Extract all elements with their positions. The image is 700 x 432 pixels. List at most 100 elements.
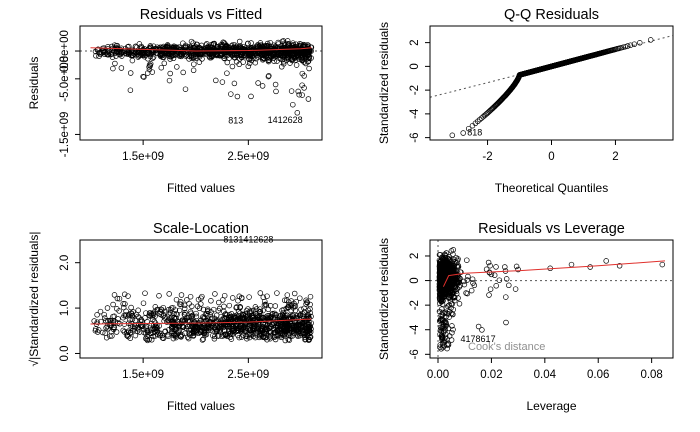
data-point (111, 292, 118, 298)
data-point (647, 37, 654, 43)
data-point (246, 334, 253, 341)
data-point (197, 318, 203, 324)
panel-title: Scale-Location (153, 221, 249, 237)
data-point (306, 337, 312, 343)
data-point (217, 323, 223, 329)
data-point (146, 64, 152, 70)
data-point (121, 291, 128, 298)
data-point (226, 302, 233, 309)
data-point (156, 293, 162, 299)
data-point (144, 50, 151, 56)
data-point (253, 306, 260, 312)
data-point (144, 70, 151, 76)
data-point (151, 326, 157, 333)
y-tick-label: -5.0e+08 (59, 56, 71, 102)
data-point (453, 288, 460, 294)
data-point (197, 329, 204, 336)
data-point (257, 40, 264, 46)
data-point (283, 322, 289, 329)
data-point (265, 46, 271, 52)
data-point (452, 297, 458, 304)
outlier-label: 1412628 (268, 115, 303, 125)
outlier-label: 818 (467, 127, 482, 137)
data-point (437, 344, 443, 350)
data-point (166, 77, 173, 84)
data-point (115, 320, 121, 326)
panel-frame (429, 239, 674, 359)
data-point (97, 308, 104, 315)
data-point (252, 59, 259, 66)
smoother-line (90, 318, 312, 325)
y-tick-label: -6 (409, 349, 421, 359)
data-point (100, 49, 107, 55)
data-point (503, 294, 509, 300)
y-tick-label: 2.0 (59, 255, 71, 271)
data-point (154, 306, 161, 313)
data-point (200, 306, 207, 313)
data-point (184, 297, 190, 303)
data-point (279, 307, 285, 314)
data-point (307, 293, 314, 300)
data-point (487, 262, 493, 269)
data-point (102, 315, 108, 321)
data-point (222, 311, 228, 318)
data-point (299, 92, 305, 98)
data-point (171, 310, 177, 317)
data-point (165, 311, 172, 317)
x-tick-label: 0.08 (640, 369, 662, 381)
panel-frame (79, 25, 323, 141)
data-point (220, 332, 227, 339)
data-point (150, 325, 156, 332)
data-point (291, 303, 298, 309)
data-point (252, 326, 258, 332)
data-point (439, 336, 445, 343)
data-point (290, 101, 296, 108)
data-point (448, 248, 455, 254)
data-point (121, 329, 128, 335)
data-point (275, 327, 281, 333)
data-point (503, 276, 510, 282)
data-point (193, 328, 200, 334)
data-point (448, 268, 454, 274)
data-point (113, 48, 120, 55)
data-point (238, 334, 245, 340)
data-point (189, 314, 195, 320)
data-point (306, 53, 313, 60)
data-point (190, 67, 197, 74)
data-point (264, 43, 270, 50)
y-tick-label: 2 (409, 253, 421, 259)
data-point (627, 42, 634, 48)
data-point (190, 321, 196, 327)
data-point (515, 266, 521, 273)
data-point (299, 322, 306, 328)
data-point (475, 323, 482, 330)
data-point (146, 51, 152, 57)
data-point (230, 331, 236, 337)
data-point (441, 259, 448, 265)
data-point (166, 53, 172, 59)
data-point (307, 301, 313, 308)
data-point (209, 315, 216, 321)
data-point (127, 317, 133, 323)
data-point (92, 327, 99, 334)
data-point (278, 64, 285, 70)
data-point (127, 70, 134, 76)
data-point (172, 52, 178, 58)
data-point (264, 326, 271, 332)
x-axis-label: Fitted values (167, 399, 235, 413)
x-tick-label: 2.5e+09 (227, 151, 269, 163)
y-axis-label: Standardized residuals (377, 238, 391, 360)
y-tick-label: 0.0 (59, 345, 71, 361)
data-point (302, 336, 308, 343)
data-point (221, 320, 227, 326)
data-point (101, 311, 107, 318)
data-point (306, 326, 313, 333)
x-tick-label: 0 (548, 151, 554, 163)
data-point (172, 332, 178, 339)
data-point (129, 57, 136, 64)
data-point (146, 66, 153, 73)
data-point (245, 306, 251, 312)
data-point (211, 336, 218, 342)
data-point (437, 331, 443, 337)
data-point (260, 44, 266, 50)
